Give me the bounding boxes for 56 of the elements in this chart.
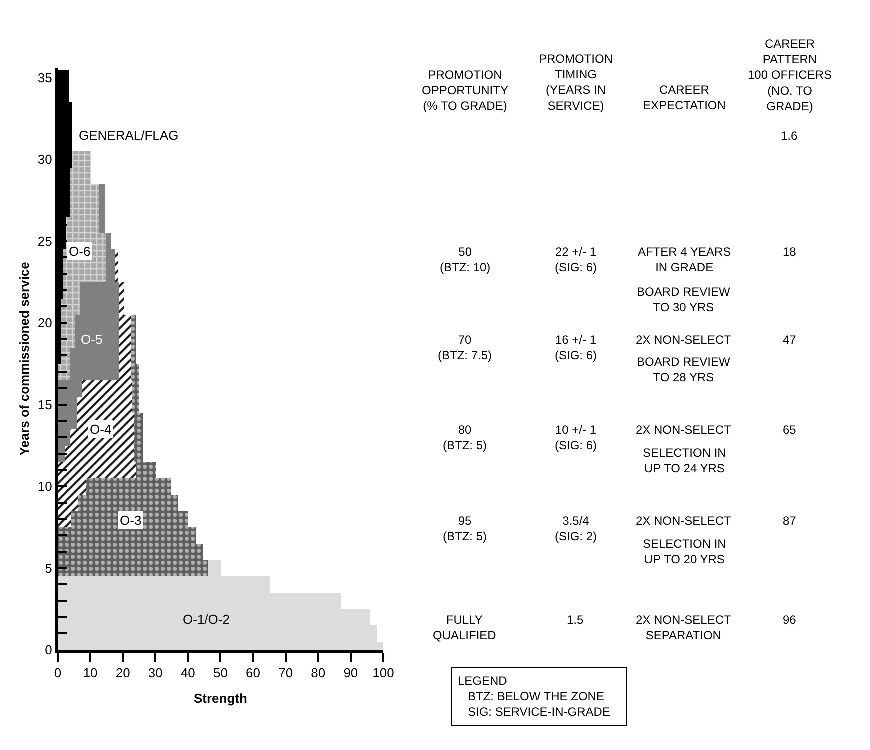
text: 2X NON-SELECT SEPARATION: [636, 613, 732, 643]
x-tick-label: 100: [372, 666, 394, 681]
y-tick-label: 10: [38, 479, 52, 494]
series-label: O-4: [90, 422, 112, 437]
text: 95 (BTZ: 5): [443, 514, 487, 544]
text: BOARD REVIEW TO 28 YRS: [637, 355, 732, 385]
text: 2X NON-SELECT: [636, 514, 732, 528]
text: 18: [783, 245, 797, 259]
series-label: O-6: [69, 244, 91, 259]
y-tick-label: 30: [38, 152, 52, 168]
text: 2X NON-SELECT: [636, 423, 732, 437]
x-tick-label: 60: [246, 666, 261, 681]
x-tick-label: 10: [83, 666, 98, 681]
text: FULLY QUALIFIED: [433, 613, 497, 643]
text: 80 (BTZ: 5): [443, 423, 487, 453]
y-tick-label: 15: [38, 397, 52, 412]
x-tick-label: 80: [311, 666, 326, 681]
text: 87: [783, 514, 797, 528]
series-label: GENERAL/FLAG: [79, 128, 179, 143]
text: 50 (BTZ: 10): [440, 245, 491, 275]
text: 16 +/- 1 (SIG: 6): [555, 333, 598, 363]
x-tick-label: 20: [116, 666, 130, 681]
y-tick-label: 25: [38, 234, 52, 249]
y-tick-label: 5: [45, 560, 52, 576]
text: BOARD REVIEW TO 30 YRS: [637, 285, 732, 315]
y-axis-title: Years of commissioned service: [16, 262, 32, 456]
x-tick-label: 90: [344, 666, 358, 681]
text: 10 +/- 1 (SIG: 6): [555, 423, 598, 453]
text: SELECTION IN UP TO 24 YRS: [643, 446, 726, 476]
x-tick-label: 30: [148, 666, 163, 681]
text: 70 (BTZ: 7.5): [438, 333, 492, 363]
x-tick-label: 70: [278, 666, 294, 681]
series-label: O-1/O-2: [183, 612, 230, 627]
series-label: O-3: [120, 513, 142, 528]
text: AFTER 4 YEARS IN GRADE: [638, 245, 732, 275]
text: PROMOTION TIMING (YEARS IN SERVICE): [539, 52, 613, 113]
text: 65: [783, 423, 797, 437]
text: 1.6: [781, 129, 798, 143]
text: PROMOTION OPPORTUNITY (% TO GRADE): [422, 68, 508, 114]
x-tick-label: 50: [214, 666, 228, 681]
y-tick-label: 20: [38, 316, 52, 331]
text: 22 +/- 1 (SIG: 6): [555, 245, 598, 275]
text: LEGEND BTZ: BELOW THE ZONE SIG: SERVICE-IN-GRADE: [458, 674, 620, 720]
x-tick-label: 40: [180, 666, 196, 681]
y-tick-label: 35: [38, 70, 52, 86]
text: SELECTION IN UP TO 20 YRS: [643, 537, 726, 567]
text: 96: [783, 613, 797, 627]
text: 2X NON-SELECT: [636, 333, 732, 347]
series-label: O-5: [81, 332, 103, 347]
y-tick-label: 0: [45, 642, 52, 658]
text: 3.5/4 (SIG: 2): [555, 514, 598, 544]
text: CAREER EXPECTATION: [643, 83, 726, 113]
text: 47: [783, 333, 797, 347]
text: 1.5: [567, 613, 584, 627]
text: CAREER PATTERN 100 OFFICERS (NO. TO GRADE): [748, 37, 832, 114]
x-axis-title: Strength: [194, 691, 248, 706]
